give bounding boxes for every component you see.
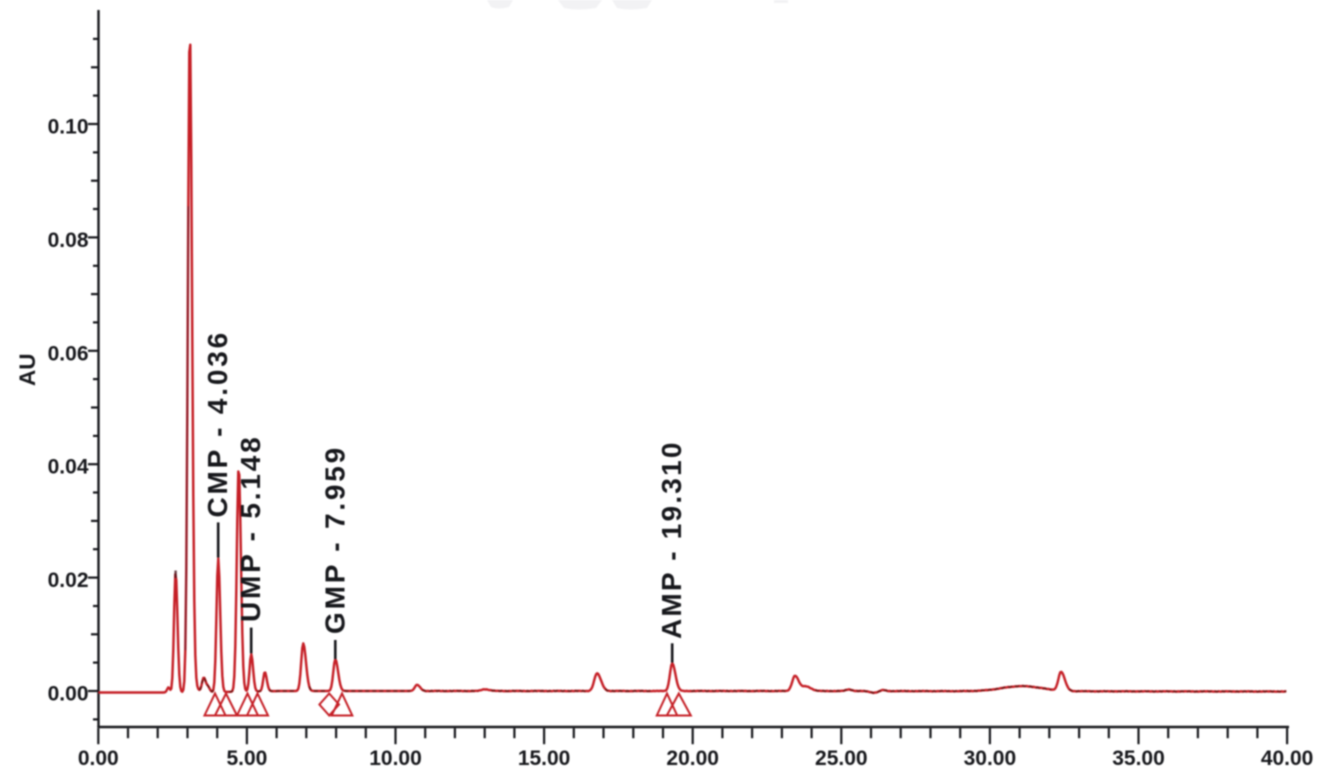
svg-text:CMP - 4.036: CMP - 4.036	[202, 330, 233, 517]
svg-text:10.00: 10.00	[369, 747, 422, 770]
svg-text:0.00: 0.00	[48, 683, 89, 706]
svg-text:GMP - 7.959: GMP - 7.959	[319, 445, 350, 634]
svg-text:0.02: 0.02	[48, 569, 89, 592]
svg-text:30.00: 30.00	[964, 747, 1017, 770]
svg-text:0.04: 0.04	[48, 456, 89, 479]
svg-text:0.06: 0.06	[48, 342, 89, 365]
svg-text:AMP - 19.310: AMP - 19.310	[656, 440, 687, 639]
svg-text:0.00: 0.00	[78, 747, 119, 770]
svg-text:AU: AU	[15, 354, 40, 387]
svg-text:5.00: 5.00	[226, 747, 267, 770]
svg-text:25.00: 25.00	[815, 747, 868, 770]
svg-text:UMP - 5.148: UMP - 5.148	[235, 435, 266, 622]
svg-text:0.08: 0.08	[48, 229, 89, 252]
svg-text:40.00: 40.00	[1261, 747, 1314, 770]
svg-text:0.10: 0.10	[48, 116, 89, 139]
svg-text:15.00: 15.00	[518, 747, 571, 770]
svg-text:35.00: 35.00	[1112, 747, 1165, 770]
svg-text:20.00: 20.00	[666, 747, 719, 770]
